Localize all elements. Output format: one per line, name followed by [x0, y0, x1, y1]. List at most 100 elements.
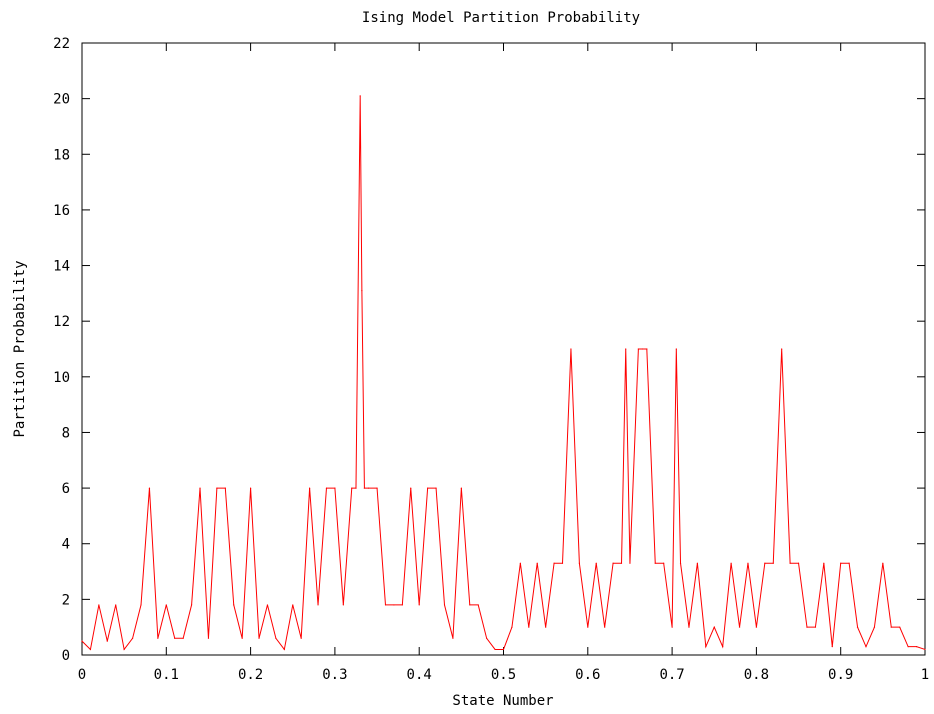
- data-point: [806, 626, 808, 628]
- data-point: [199, 487, 201, 489]
- data-point: [427, 487, 429, 489]
- data-point: [81, 640, 83, 642]
- data-point: [300, 637, 302, 639]
- data-point: [355, 487, 357, 489]
- data-point: [654, 562, 656, 564]
- data-point: [275, 637, 277, 639]
- x-tick-label-1: 0.1: [154, 667, 179, 683]
- data-point: [292, 604, 294, 606]
- chart-title: Ising Model Partition Probability: [362, 10, 640, 26]
- data-point: [823, 562, 825, 564]
- x-tick-label-4: 0.4: [407, 667, 432, 683]
- series-layer: [81, 95, 926, 651]
- y-tick-label-3: 6: [62, 481, 70, 497]
- data-point: [207, 637, 210, 639]
- data-point: [899, 626, 901, 628]
- data-point: [241, 637, 243, 639]
- data-point: [620, 562, 623, 564]
- data-point: [486, 637, 488, 639]
- y-tick-label-5: 10: [53, 370, 70, 386]
- data-point: [363, 487, 366, 489]
- data-point: [435, 487, 437, 489]
- data-point: [325, 487, 328, 489]
- data-point: [410, 487, 412, 489]
- y-tick-label-4: 8: [62, 425, 70, 441]
- series-line-0: [81, 95, 926, 651]
- data-point: [123, 648, 125, 651]
- data-point: [174, 637, 176, 639]
- data-point: [216, 487, 218, 489]
- data-point: [469, 604, 471, 606]
- data-point: [536, 562, 538, 564]
- data-point: [629, 562, 631, 564]
- data-point: [561, 562, 564, 564]
- y-tick-label-10: 20: [53, 92, 70, 108]
- x-axis-label: State Number: [452, 693, 553, 709]
- data-point: [309, 487, 311, 489]
- data-point: [688, 626, 690, 628]
- data-point: [250, 487, 252, 489]
- data-point: [89, 648, 92, 651]
- y-tick-label-0: 0: [62, 648, 70, 664]
- data-point: [637, 348, 639, 350]
- data-point: [452, 637, 454, 639]
- data-point: [401, 604, 403, 606]
- data-point: [722, 646, 724, 648]
- data-point: [140, 604, 142, 606]
- data-point: [840, 562, 842, 564]
- data-point: [612, 562, 614, 564]
- data-point: [368, 487, 370, 489]
- x-tick-label-0: 0: [78, 667, 86, 683]
- data-point: [190, 604, 193, 606]
- y-tick-label-7: 14: [53, 259, 70, 275]
- y-tick-label-1: 2: [62, 592, 70, 608]
- data-point: [342, 604, 344, 606]
- data-point: [148, 487, 151, 489]
- data-point: [258, 637, 260, 639]
- data-point: [781, 348, 783, 350]
- x-tick-label-8: 0.8: [744, 667, 769, 683]
- data-point: [705, 646, 707, 648]
- y-axis-label: Partition Probability: [12, 260, 28, 437]
- data-point: [519, 562, 521, 564]
- data-point: [642, 348, 644, 350]
- data-point: [625, 348, 627, 350]
- data-point: [789, 562, 791, 564]
- data-point: [233, 604, 235, 606]
- data-point: [772, 562, 774, 564]
- x-tick-label-5: 0.5: [491, 667, 516, 683]
- data-point: [224, 487, 226, 489]
- data-point: [182, 637, 184, 639]
- data-point: [460, 487, 462, 489]
- data-point: [106, 640, 108, 642]
- data-point: [797, 562, 800, 564]
- data-point: [98, 604, 100, 606]
- data-point: [131, 637, 134, 639]
- data-point: [814, 626, 817, 628]
- data-point: [553, 562, 555, 564]
- data-point: [595, 562, 597, 564]
- data-point: [283, 648, 285, 651]
- data-point: [713, 626, 715, 628]
- data-point: [679, 562, 682, 564]
- data-point: [570, 348, 572, 350]
- data-point: [764, 562, 766, 564]
- data-point: [646, 348, 648, 350]
- y-tick-label-11: 22: [53, 36, 70, 52]
- y-tick-label-9: 18: [53, 147, 70, 163]
- data-point: [528, 626, 530, 628]
- data-point: [907, 646, 909, 648]
- data-point: [351, 487, 353, 489]
- data-point: [663, 562, 665, 564]
- data-point: [115, 604, 117, 606]
- y-tick-label-8: 16: [53, 203, 70, 219]
- data-point: [865, 646, 867, 648]
- data-point: [738, 626, 741, 628]
- data-point: [317, 604, 319, 606]
- data-point: [890, 626, 892, 628]
- data-point: [730, 562, 732, 564]
- data-point: [856, 626, 859, 628]
- x-tick-label-2: 0.2: [238, 667, 263, 683]
